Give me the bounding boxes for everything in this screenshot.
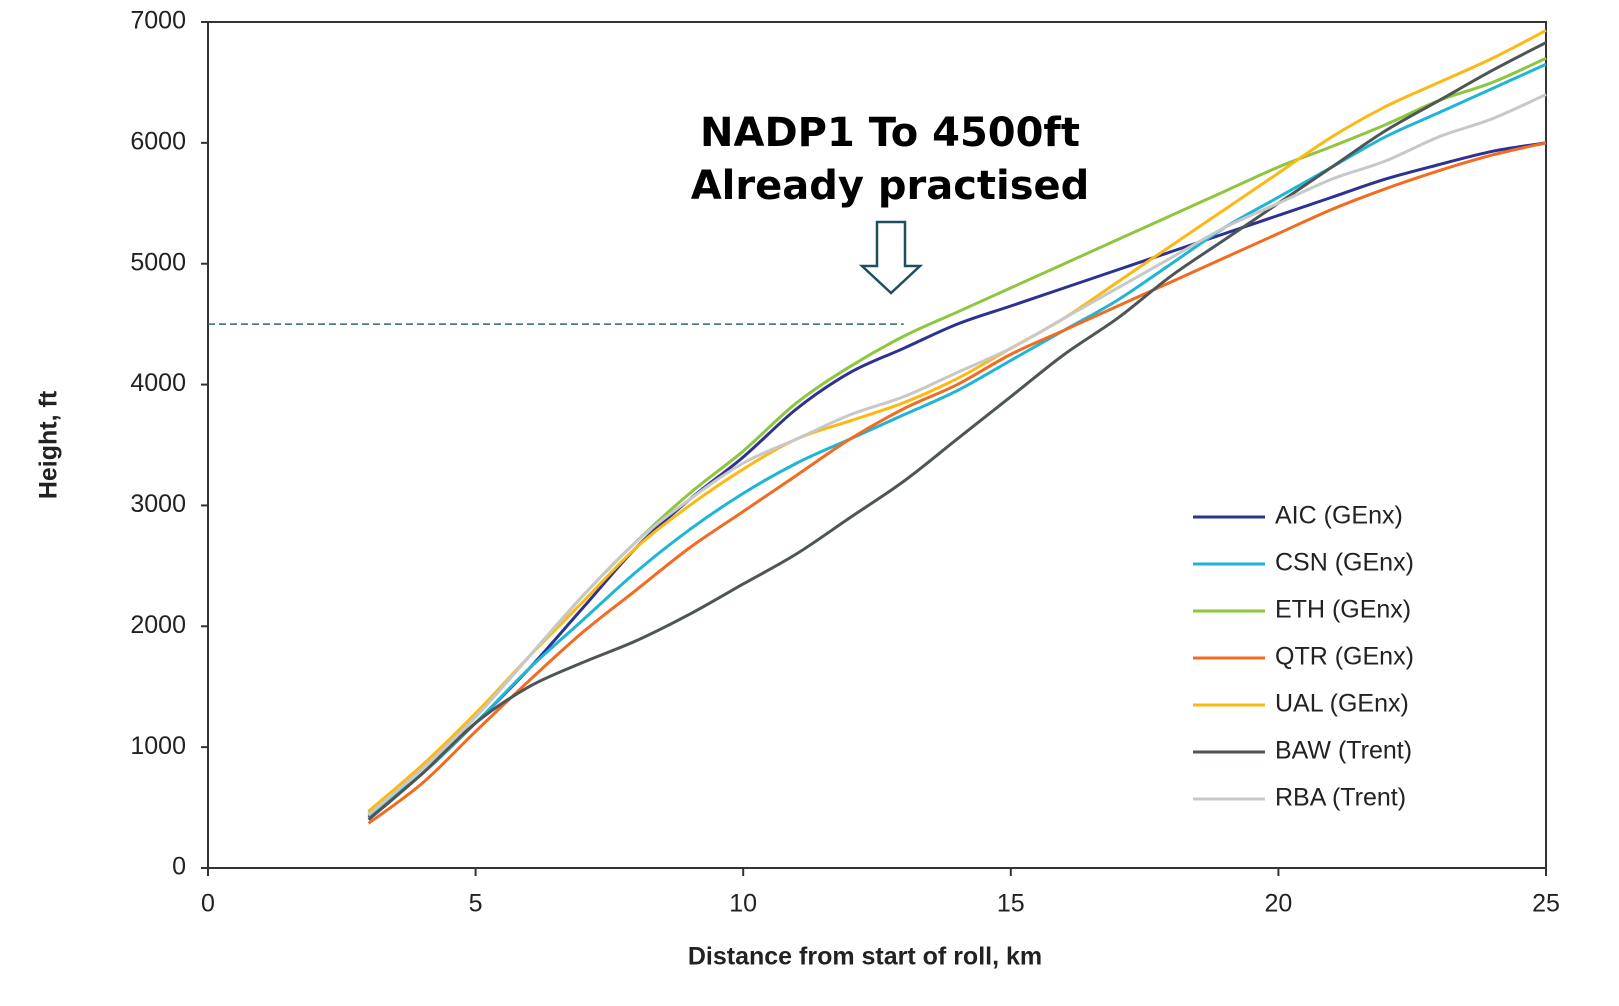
x-tick-label: 20 — [1264, 890, 1292, 918]
x-axis-label: Distance from start of roll, km — [688, 943, 1042, 971]
y-axis-label: Height, ft — [35, 390, 63, 499]
legend-label: RBA (Trent) — [1275, 784, 1406, 812]
y-tick-label: 1000 — [130, 732, 186, 760]
series-line — [367, 141, 1547, 819]
x-tick-label: 10 — [729, 890, 757, 918]
series-line — [367, 141, 1547, 825]
y-tick-label: 4000 — [130, 369, 186, 397]
legend-label: ETH (GEnx) — [1275, 596, 1411, 624]
x-tick-label: 25 — [1532, 890, 1560, 918]
legend-label: AIC (GEnx) — [1275, 502, 1403, 530]
x-tick-label: 15 — [997, 890, 1025, 918]
y-tick-label: 7000 — [130, 7, 186, 35]
y-tick-label: 5000 — [130, 248, 186, 276]
legend-label: QTR (GEnx) — [1275, 643, 1414, 671]
x-tick-label: 5 — [469, 890, 483, 918]
series-line — [367, 41, 1547, 821]
annotation: Already practised — [691, 163, 1090, 209]
legend-label: BAW (Trent) — [1275, 737, 1412, 765]
series-line — [367, 29, 1547, 813]
annotation: NADP1 To 4500ft — [700, 110, 1080, 156]
legend-label: CSN (GEnx) — [1275, 549, 1414, 577]
y-tick-label: 3000 — [130, 490, 186, 518]
y-tick-label: 2000 — [130, 611, 186, 639]
x-tick-label: 0 — [201, 890, 215, 918]
legend-label: UAL (GEnx) — [1275, 690, 1409, 718]
series-line — [367, 93, 1547, 816]
y-tick-label: 6000 — [130, 127, 186, 155]
arrow — [858, 220, 924, 295]
plot-frame — [207, 21, 1547, 869]
y-tick-label: 0 — [172, 853, 186, 881]
